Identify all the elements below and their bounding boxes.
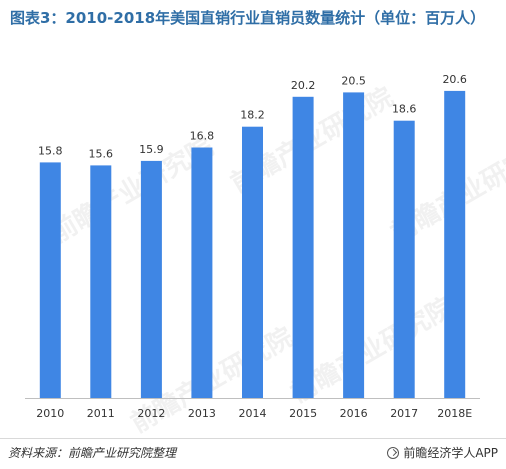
chart-title: 图表3：2010-2018年美国直销行业直销员数量统计（单位：百万人） <box>10 9 486 27</box>
x-tick-label-2017: 2017 <box>390 407 418 420</box>
bar-2013 <box>191 147 213 398</box>
data-label-2015: 20.2 <box>291 79 316 92</box>
bar-2015 <box>292 96 314 399</box>
bar-2018E <box>444 90 466 399</box>
data-label-2013: 16.8 <box>190 130 215 143</box>
bar-2012 <box>140 160 162 398</box>
x-tick-label-2010: 2010 <box>36 407 64 420</box>
x-tick-label-2014: 2014 <box>239 407 267 420</box>
bar-2010 <box>39 162 61 398</box>
footer-divider <box>0 438 506 439</box>
data-label-2012: 15.9 <box>139 143 164 156</box>
source-note: 资料来源：前瞻产业研究院整理 <box>8 446 177 460</box>
brand-text: 前瞻经济学人APP <box>403 446 498 460</box>
x-tick-label-2018E: 2018E <box>437 407 472 420</box>
bar-2011 <box>90 165 112 398</box>
data-label-2018E: 20.6 <box>442 73 467 86</box>
data-label-2017: 18.6 <box>392 103 417 116</box>
data-label-2016: 20.5 <box>341 74 366 87</box>
x-tick-label-2012: 2012 <box>137 407 165 420</box>
bar-2014 <box>242 126 263 398</box>
x-tick-label-2016: 2016 <box>340 407 368 420</box>
brand-logo-icon <box>387 446 400 459</box>
brand-label: 前瞻经济学人APP <box>387 444 498 461</box>
bar-2016 <box>343 92 365 399</box>
data-label-2014: 18.2 <box>240 109 265 122</box>
x-tick-label-2011: 2011 <box>87 407 115 420</box>
data-label-2010: 15.8 <box>38 144 63 157</box>
data-label-2011: 15.6 <box>89 147 114 160</box>
x-tick-label-2013: 2013 <box>188 407 216 420</box>
bar-2017 <box>393 120 415 398</box>
x-tick-label-2015: 2015 <box>289 407 317 420</box>
